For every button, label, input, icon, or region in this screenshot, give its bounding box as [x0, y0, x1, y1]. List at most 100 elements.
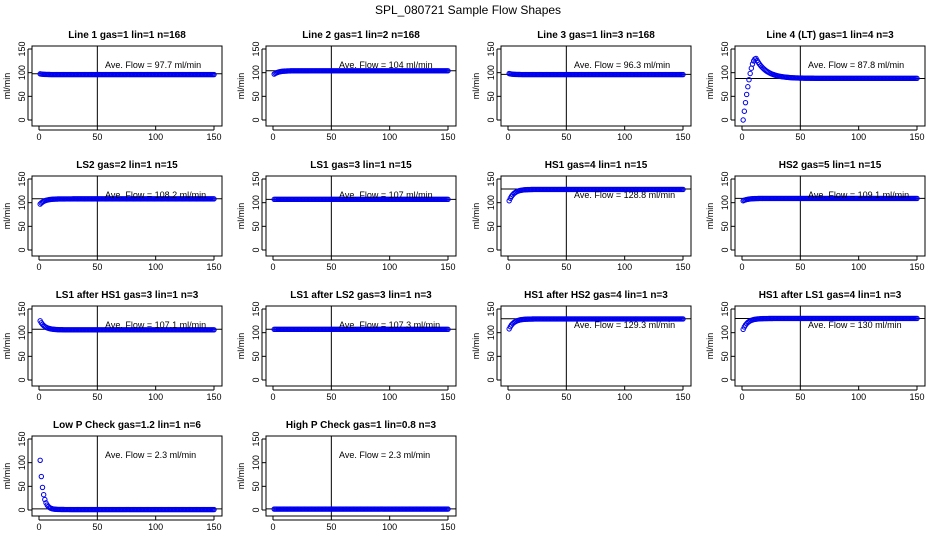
x-tick-label: 100: [148, 262, 163, 272]
x-tick-label: 100: [148, 132, 163, 142]
chart-panel: Low P Check gas=1.2 lin=1 n=6 0 50 100 150 0 5…: [2, 420, 223, 532]
chart-panel: HS1 after LS1 gas=4 lin=1 n=3 0 50 100 150 0 5…: [705, 290, 926, 402]
x-tick-label: 100: [617, 392, 632, 402]
x-tick-label: 50: [795, 132, 805, 142]
data-point: [38, 473, 45, 480]
average-flow-annotation: Ave. Flow = 96.3 ml/min: [574, 60, 670, 70]
data-point: [39, 484, 46, 491]
panel-title: Line 4 (LT) gas=1 lin=4 n=3: [766, 30, 894, 41]
data-point: [680, 316, 686, 322]
y-tick-label: 150: [720, 171, 730, 186]
x-tick-label: 0: [36, 132, 41, 142]
chart-panel: High P Check gas=1 lin=0.8 n=3 0 50 100 150 0…: [236, 420, 457, 532]
x-tick-label: 0: [739, 392, 744, 402]
average-flow-annotation: Ave. Flow = 128.8 ml/min: [574, 190, 675, 200]
data-point: [211, 71, 217, 78]
x-tick-label: 50: [92, 522, 102, 532]
x-tick-label: 50: [561, 132, 571, 142]
panel-title: Low P Check gas=1.2 lin=1 n=6: [53, 420, 201, 431]
y-tick-label: 100: [251, 455, 261, 470]
panel-title: Line 2 gas=1 lin=2 n=168: [302, 30, 420, 41]
y-tick-label: 50: [720, 221, 730, 231]
average-flow-annotation: Ave. Flow = 104 ml/min: [339, 60, 433, 70]
y-tick-label: 0: [486, 247, 496, 252]
chart-panel: Line 4 (LT) gas=1 lin=4 n=3 0 50 100 150 0 50 1…: [705, 30, 926, 142]
data-point: [914, 75, 920, 82]
plot-frame: [500, 305, 692, 387]
y-axis-label: ml/min: [236, 203, 246, 230]
average-flow-annotation: Ave. Flow = 130 ml/min: [808, 320, 902, 330]
x-tick-label: 0: [36, 262, 41, 272]
plot-frame: [265, 305, 457, 387]
data-point: [740, 117, 746, 123]
panel-title: HS1 after HS2 gas=4 lin=1 n=3: [524, 290, 668, 301]
y-tick-label: 0: [720, 247, 730, 252]
x-tick-label: 0: [270, 522, 275, 532]
y-tick-label: 100: [720, 195, 730, 210]
x-tick-label: 150: [440, 392, 455, 402]
chart-panel: LS1 after LS2 gas=3 lin=1 n=3 0 50 100 150 0 5…: [236, 290, 457, 402]
average-flow-annotation: Ave. Flow = 109.1 ml/min: [808, 190, 909, 200]
panel-title: HS1 gas=4 lin=1 n=15: [545, 160, 648, 171]
plot-frame: [265, 45, 457, 127]
y-axis-label: ml/min: [236, 73, 246, 100]
data-point: [37, 457, 43, 463]
plot-frame: [734, 305, 926, 387]
x-tick-label: 150: [206, 262, 221, 272]
chart-panel: LS2 gas=2 lin=1 n=15 0 50 100 150 0 50 100 150 ml…: [2, 160, 223, 272]
y-tick-label: 100: [251, 325, 261, 340]
average-flow-annotation: Ave. Flow = 2.3 ml/min: [105, 450, 196, 460]
x-tick-label: 100: [148, 522, 163, 532]
x-tick-label: 100: [851, 132, 866, 142]
x-tick-label: 100: [148, 392, 163, 402]
y-tick-label: 150: [17, 41, 27, 56]
plot-frame: [265, 435, 457, 517]
x-tick-label: 0: [505, 132, 510, 142]
x-tick-label: 100: [617, 132, 632, 142]
y-tick-label: 0: [17, 117, 27, 122]
x-tick-label: 100: [851, 262, 866, 272]
x-tick-label: 0: [270, 132, 275, 142]
data-point: [40, 492, 47, 498]
y-tick-label: 100: [251, 65, 261, 80]
y-tick-label: 50: [251, 481, 261, 491]
y-tick-label: 0: [486, 377, 496, 382]
average-flow-annotation: Ave. Flow = 97.7 ml/min: [105, 60, 201, 70]
data-point: [747, 70, 753, 77]
y-tick-label: 150: [251, 301, 261, 316]
average-flow-annotation: Ave. Flow = 107.1 ml/min: [105, 320, 206, 330]
y-tick-label: 100: [17, 65, 27, 80]
plot-frame: [734, 175, 926, 257]
panel-title: Line 1 gas=1 lin=1 n=168: [68, 30, 186, 41]
x-tick-label: 50: [326, 132, 336, 142]
data-point: [741, 108, 748, 114]
panel-title: Line 3 gas=1 lin=3 n=168: [537, 30, 655, 41]
average-flow-annotation: Ave. Flow = 108.2 ml/min: [105, 190, 206, 200]
y-tick-label: 150: [486, 301, 496, 316]
plot-frame: [500, 175, 692, 257]
y-tick-label: 0: [251, 117, 261, 122]
chart-panel: LS1 after HS1 gas=3 lin=1 n=3 0 50 100 150 0 5…: [2, 290, 223, 402]
y-tick-label: 50: [17, 91, 27, 101]
x-tick-label: 150: [909, 392, 924, 402]
data-point: [445, 196, 451, 203]
plot-frame: [31, 45, 223, 127]
y-tick-label: 50: [486, 221, 496, 231]
panel-title: LS1 after LS2 gas=3 lin=1 n=3: [290, 290, 432, 301]
x-tick-label: 50: [561, 262, 571, 272]
y-tick-label: 100: [720, 65, 730, 80]
y-axis-label: ml/min: [236, 333, 246, 360]
data-point: [211, 506, 217, 513]
data-point: [680, 71, 686, 78]
y-tick-label: 0: [17, 507, 27, 512]
y-tick-label: 150: [486, 41, 496, 56]
y-tick-label: 50: [251, 91, 261, 101]
average-flow-annotation: Ave. Flow = 107 ml/min: [339, 190, 433, 200]
data-point: [506, 198, 512, 204]
plot-frame: [31, 435, 223, 517]
y-tick-label: 50: [720, 91, 730, 101]
average-flow-annotation: Ave. Flow = 2.3 ml/min: [339, 450, 430, 460]
y-tick-label: 0: [486, 117, 496, 122]
plot-frame: [734, 45, 926, 127]
